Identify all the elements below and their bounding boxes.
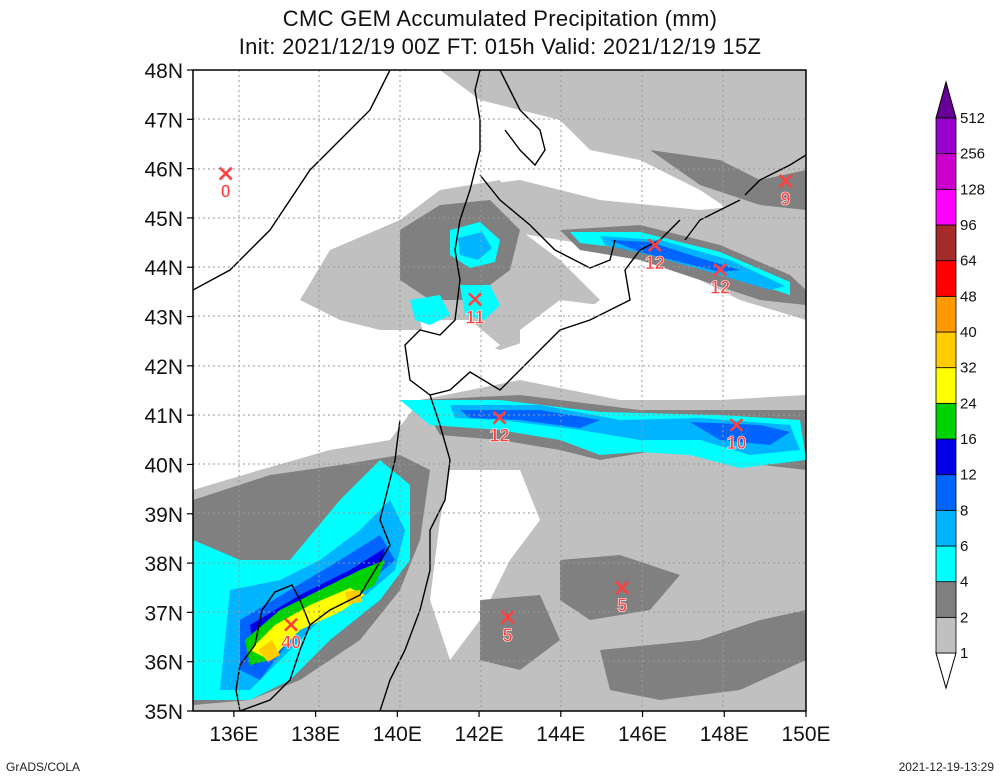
lon-label: 146E <box>618 723 667 746</box>
colorbar-low-arrow <box>935 652 957 690</box>
colorbar-label: 64 <box>960 253 977 270</box>
lon-label: 136E <box>209 723 258 746</box>
chart-title: CMC GEM Accumulated Precipitation (mm) <box>282 6 718 31</box>
colorbar-label: 40 <box>960 324 977 341</box>
marker-value: 0 <box>221 182 231 202</box>
colorbar-label: 512 <box>960 110 985 127</box>
colorbar-label: 16 <box>960 431 977 448</box>
lat-label: 35N <box>144 701 183 724</box>
lat-label: 40N <box>144 454 183 477</box>
colorbar-label: 12 <box>960 467 977 484</box>
colorbar-swatch <box>935 367 957 404</box>
colorbar-high-arrow <box>935 80 957 119</box>
coastlines <box>193 70 806 711</box>
graticule <box>193 70 806 711</box>
colorbar-label: 128 <box>960 181 985 198</box>
value-marker: 40 <box>281 617 301 653</box>
colorbar-swatch <box>935 117 957 155</box>
latitude-axis: 35N 36N 37N 38N 39N 40N 41N 42N 43N 44N 45N 46N 47N 4… <box>144 60 193 724</box>
colorbar-label: 8 <box>960 502 968 519</box>
colorbar-swatch <box>935 438 957 476</box>
precip-24-32mm <box>250 588 365 660</box>
lat-label: 41N <box>144 405 183 428</box>
marker-cross <box>713 262 728 277</box>
colorbar-swatch <box>935 402 957 440</box>
value-marker: 12 <box>644 238 665 273</box>
lat-label: 47N <box>144 109 183 132</box>
lon-label: 150E <box>781 723 830 746</box>
colorbar-label: 256 <box>960 146 985 163</box>
lat-label: 39N <box>144 504 183 527</box>
marker-value: 5 <box>617 596 627 616</box>
colorbar-swatch <box>935 474 957 511</box>
chart-subtitle: Init: 2021/12/19 00Z FT: 015h Valid: 202… <box>238 34 762 59</box>
marker-value: 12 <box>645 253 665 273</box>
lat-label: 45N <box>144 208 183 231</box>
colorbar-swatch <box>935 616 957 654</box>
marker-value: 40 <box>281 633 301 653</box>
footer-timestamp: 2021-12-19-13:29 <box>898 760 994 774</box>
marker-value: 11 <box>465 307 484 327</box>
colorbar-label: 4 <box>960 574 968 591</box>
value-markers: 0 9 12 12 11 12 10 5 5 40 <box>218 166 793 653</box>
value-marker: 5 <box>500 610 515 646</box>
value-marker: 9 <box>778 174 793 209</box>
lat-label: 36N <box>144 652 183 675</box>
colorbar-label: 1 <box>960 645 968 662</box>
lon-label: 144E <box>536 723 585 746</box>
value-marker: 5 <box>615 580 630 616</box>
footer-credit: GrADS/COLA <box>6 760 81 774</box>
value-marker: 0 <box>218 166 233 202</box>
lon-label: 148E <box>700 723 749 746</box>
colorbar-label: 48 <box>960 288 977 305</box>
marker-value: 9 <box>781 189 791 209</box>
colorbar-label: 32 <box>960 360 977 377</box>
marker-cross <box>284 617 298 632</box>
lat-label: 43N <box>144 307 183 330</box>
colorbar-label: 2 <box>960 609 968 626</box>
marker-cross <box>218 166 233 181</box>
precip-fields: 0 9 12 12 11 12 10 5 5 40 <box>193 70 806 711</box>
marker-cross <box>615 580 630 595</box>
lat-label: 48N <box>144 60 183 83</box>
lon-label: 142E <box>455 723 504 746</box>
lat-label: 42N <box>144 356 183 379</box>
longitude-axis: 136E 138E 140E 142E 144E 146E 148E 150E <box>209 711 831 746</box>
colorbar-label: 96 <box>960 217 977 234</box>
lat-label: 44N <box>144 257 183 280</box>
colorbar-swatch <box>935 545 957 583</box>
colorbar-swatch <box>935 581 957 618</box>
colorbar-swatch <box>935 153 957 190</box>
marker-cross <box>492 410 507 425</box>
marker-cross <box>468 292 482 307</box>
marker-value: 12 <box>489 426 509 446</box>
value-marker: 11 <box>465 292 485 328</box>
map-frame <box>192 69 807 712</box>
marker-value: 12 <box>710 278 730 298</box>
colorbar-swatch <box>935 224 957 262</box>
lat-label: 38N <box>144 553 183 576</box>
colorbar-swatch <box>935 331 957 369</box>
value-marker: 10 <box>726 418 747 453</box>
lon-label: 140E <box>373 723 422 746</box>
marker-cross <box>778 174 793 188</box>
colorbar-label: 6 <box>960 538 968 555</box>
colorbar-swatch <box>935 509 957 547</box>
lon-label: 138E <box>291 723 340 746</box>
colorbar-swatch <box>935 188 957 226</box>
marker-cross <box>500 610 515 625</box>
lat-label: 46N <box>144 159 183 182</box>
lat-label: 37N <box>144 602 183 625</box>
colorbar-swatch <box>935 295 957 333</box>
marker-cross <box>729 418 744 432</box>
colorbar-label: 24 <box>960 395 977 412</box>
colorbar-swatch <box>935 260 957 297</box>
marker-cross <box>647 238 662 252</box>
value-marker: 12 <box>710 262 730 298</box>
value-marker: 12 <box>489 410 510 446</box>
marker-value: 10 <box>727 433 747 453</box>
marker-value: 5 <box>503 625 513 645</box>
